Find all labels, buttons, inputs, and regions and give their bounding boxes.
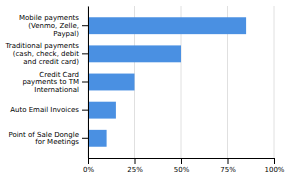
y-tick-label: Mobile payments(Venmo, Zelle,Paypal)	[19, 14, 79, 37]
plot: 0% 25% 50% 75% 100% Mobile payments(Venmo, Ze…	[5, 6, 285, 174]
x-tick: 100%	[264, 158, 284, 174]
x-tick-label: 100%	[264, 166, 284, 174]
y-tick-label: Traditional payments(cash, check, debita…	[5, 42, 80, 65]
bar	[88, 102, 116, 119]
y-tick-label-line: for Meetings	[35, 138, 79, 146]
x-tick-label: 50%	[174, 166, 190, 174]
bar	[88, 17, 246, 34]
chart: 0% 25% 50% 75% 100% Mobile payments(Venmo, Ze…	[0, 0, 286, 176]
grid	[88, 6, 274, 158]
y-tick-label-line: and credit card)	[23, 58, 79, 66]
y-tick-label-line: International	[34, 86, 79, 94]
y-tick-mark	[82, 25, 88, 26]
y-tick-mark	[82, 110, 88, 111]
x-tick-label: 25%	[127, 166, 143, 174]
y-tick: Point of Sale Donglefor Meetings	[8, 131, 88, 147]
x-tick-mark	[274, 158, 275, 164]
y-tick: Credit Cardpayments to TMInternational	[22, 71, 88, 94]
y-tick-label: Auto Email Invoices	[10, 106, 79, 114]
y-axis: Mobile payments(Venmo, Zelle,Paypal) Trad…	[5, 7, 89, 159]
y-axis-line	[88, 7, 89, 159]
y-tick-mark	[82, 82, 88, 83]
x-tick: 50%	[174, 158, 190, 174]
y-tick-label: Point of Sale Donglefor Meetings	[8, 131, 79, 147]
y-tick-mark	[82, 138, 88, 139]
bar	[88, 130, 107, 147]
y-tick: Traditional payments(cash, check, debita…	[5, 42, 89, 65]
y-tick-label-line: Paypal)	[53, 30, 79, 38]
x-tick-label: 0%	[83, 166, 94, 174]
y-tick-label: Credit Cardpayments to TMInternational	[22, 71, 79, 94]
x-tick-mark	[228, 158, 229, 164]
y-tick: Mobile payments(Venmo, Zelle,Paypal)	[19, 14, 88, 37]
x-tick: 75%	[220, 158, 236, 174]
bar	[88, 45, 181, 62]
grid-line	[274, 6, 275, 158]
y-tick-mark	[82, 53, 88, 54]
x-tick-mark	[181, 158, 182, 164]
bar	[88, 74, 135, 91]
y-tick: Auto Email Invoices	[10, 106, 88, 114]
x-tick: 0%	[83, 158, 94, 174]
bars	[88, 17, 246, 146]
x-axis: 0% 25% 50% 75% 100%	[83, 158, 285, 174]
x-tick-label: 75%	[220, 166, 236, 174]
x-tick-mark	[135, 158, 136, 164]
x-tick-mark	[88, 158, 89, 164]
y-tick-label-line: Auto Email Invoices	[10, 106, 79, 114]
x-tick: 25%	[127, 158, 143, 174]
